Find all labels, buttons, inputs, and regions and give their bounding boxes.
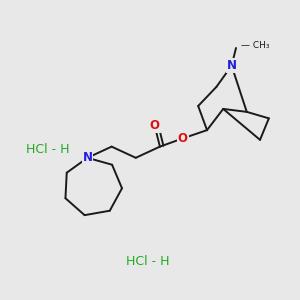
Text: N: N bbox=[226, 59, 237, 72]
Text: N: N bbox=[82, 151, 92, 164]
Text: O: O bbox=[178, 132, 188, 145]
Text: — CH₃: — CH₃ bbox=[241, 41, 270, 50]
Text: HCl - H: HCl - H bbox=[26, 143, 70, 157]
Text: HCl - H: HCl - H bbox=[126, 255, 170, 268]
Text: O: O bbox=[150, 119, 160, 132]
